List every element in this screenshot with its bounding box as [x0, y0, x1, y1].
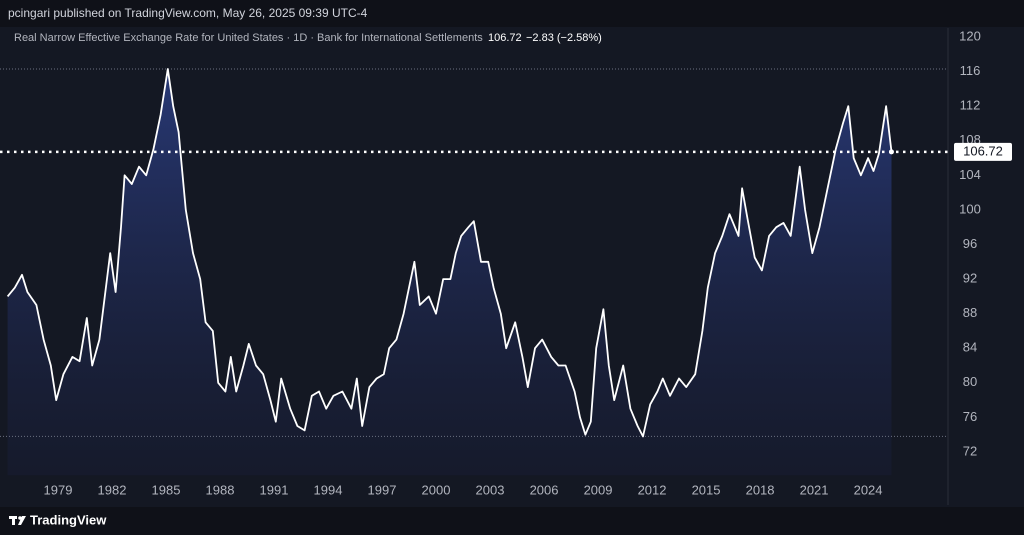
y-tick-label: 80: [963, 374, 977, 389]
y-tick-label: 84: [963, 340, 977, 355]
x-tick-label: 2018: [746, 482, 775, 497]
legend-title: Real Narrow Effective Exchange Rate for …: [14, 32, 483, 44]
y-tick-label: 112: [960, 98, 981, 113]
y-tick-label: 104: [959, 167, 981, 182]
footer-bar: [0, 507, 1024, 535]
x-tick-label: 1979: [44, 482, 73, 497]
x-tick-label: 2012: [638, 482, 667, 497]
brand: TradingView: [30, 512, 107, 527]
legend-change: −2.83 (−2.58%): [526, 32, 602, 44]
header-bar: [0, 0, 1024, 27]
x-tick-label: 2003: [476, 482, 505, 497]
y-tick-label: 88: [963, 305, 977, 320]
x-tick-label: 1982: [98, 482, 127, 497]
x-tick-label: 1988: [206, 482, 235, 497]
y-tick-label: 100: [959, 201, 981, 216]
price-tag: [954, 142, 1012, 161]
x-tick-label: 2021: [800, 482, 829, 497]
line: [6, 68, 893, 438]
x-tick-label: 2015: [692, 482, 721, 497]
x-tick-label: 1991: [260, 482, 289, 497]
price-tag-label: 106.72: [963, 143, 1003, 158]
y-tick-label: 72: [963, 443, 977, 458]
y-tick-label: 120: [959, 28, 981, 43]
x-tick-label: 2009: [584, 482, 613, 497]
logo: [9, 516, 26, 525]
x-tick-label: 2000: [422, 482, 451, 497]
y-tick-label: 96: [963, 236, 977, 251]
x-tick-label: 2006: [530, 482, 559, 497]
x-tick-label: 1985: [152, 482, 181, 497]
x-tick-label: 1997: [368, 482, 397, 497]
y-tick-label: 116: [960, 63, 981, 78]
x-tick-label: 1994: [314, 482, 343, 497]
legend-value: 106.72: [488, 32, 522, 44]
publisher: pcingari published on TradingView.com, M…: [8, 6, 368, 20]
y-tick-label: 76: [963, 409, 977, 424]
y-tick-label: 92: [963, 271, 977, 286]
x-tick-label: 2024: [854, 482, 883, 497]
last-point: [888, 149, 894, 155]
